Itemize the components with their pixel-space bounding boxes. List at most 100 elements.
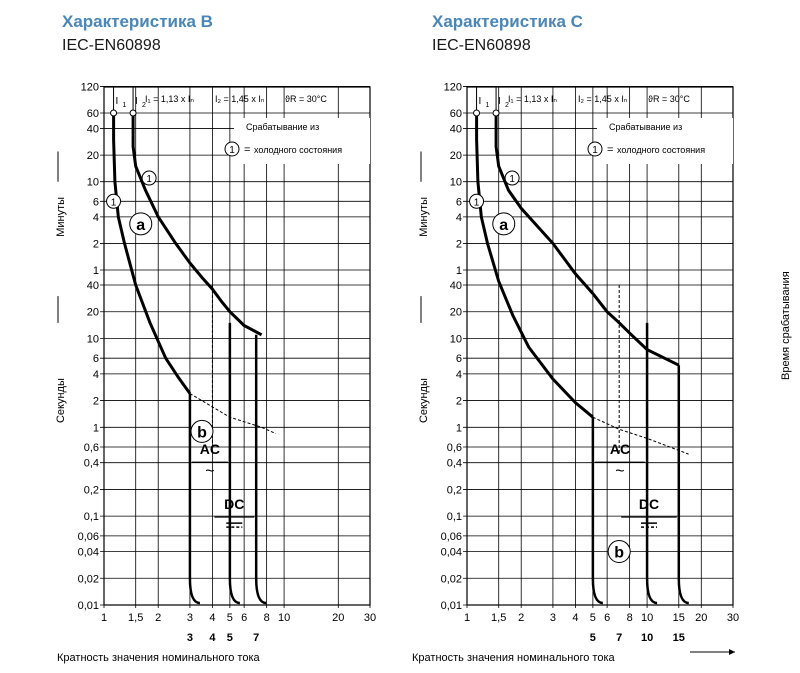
x-bold-tick-label: 5 bbox=[590, 632, 596, 644]
i2-label: I bbox=[498, 96, 501, 107]
i2-dot bbox=[129, 109, 137, 117]
legend-line-1: Срабатывание из bbox=[609, 122, 682, 132]
x-bold-tick-label: 10 bbox=[641, 632, 653, 644]
y-tick-label-sec: 2 bbox=[456, 396, 462, 408]
y-tick-label-sec: 2 bbox=[93, 396, 99, 408]
region-b-circle bbox=[607, 540, 631, 564]
y-tick-label-min: 120 bbox=[81, 81, 99, 93]
y-tick-label-sec: 0,02 bbox=[441, 573, 462, 585]
x-tick-label: 20 bbox=[695, 612, 707, 624]
y-tick-label-sec: 4 bbox=[456, 369, 462, 381]
x-bold-tick-label: 15 bbox=[673, 632, 685, 644]
x-tick-label: 3 bbox=[187, 612, 193, 624]
y-tick-label-sec: 0,6 bbox=[84, 442, 99, 454]
i2-dot bbox=[492, 109, 500, 117]
legend-equals: = bbox=[607, 144, 613, 156]
y-tick-label-sec: 10 bbox=[450, 333, 462, 345]
ac-label: AC bbox=[610, 441, 630, 457]
y-tick-label-sec: 1 bbox=[456, 422, 462, 434]
x-tick-label: 6 bbox=[604, 612, 610, 624]
x-tick-label: 20 bbox=[332, 612, 344, 624]
y-tick-label-min: 40 bbox=[450, 124, 462, 136]
i1-formula: I₁ = 1,13 x Iₙ bbox=[145, 94, 194, 104]
y-tick-label-sec: 0,04 bbox=[441, 547, 462, 559]
x-bold-tick-label: 5 bbox=[227, 632, 233, 644]
i1-label-sub: 1 bbox=[123, 102, 127, 109]
x-tick-label: 1,5 bbox=[491, 612, 506, 624]
y-tick-label-sec: 0,6 bbox=[447, 442, 462, 454]
y-tick-label-sec: 0,2 bbox=[84, 484, 99, 496]
curve-marker bbox=[141, 170, 157, 186]
x-tick-label: 2 bbox=[518, 612, 524, 624]
x-tick-label: 6 bbox=[241, 612, 247, 624]
x-axis-label-c: Кратность значения номинального тока bbox=[412, 652, 615, 664]
curve-dashed bbox=[592, 416, 689, 455]
curve-marker bbox=[469, 193, 485, 209]
y-tick-label-min: 6 bbox=[93, 196, 99, 208]
y-tick-label-min: 1 bbox=[93, 265, 99, 277]
y-tick-label-sec: 10 bbox=[87, 333, 99, 345]
x-tick-label: 30 bbox=[364, 612, 376, 624]
instantaneous-curl bbox=[254, 578, 267, 605]
ac-tilde: ~ bbox=[615, 463, 624, 480]
x-axis-label-b: Кратность значения номинального тока bbox=[57, 652, 260, 664]
y-tick-label-min: 2 bbox=[456, 238, 462, 250]
y-tick-label-min: 20 bbox=[450, 150, 462, 162]
i2-formula: I₂ = 1,45 x Iₙ bbox=[578, 94, 628, 104]
x-tick-label: 5 bbox=[590, 612, 596, 624]
region-b-label: b bbox=[197, 424, 207, 441]
y-tick-label-sec: 0,01 bbox=[78, 600, 99, 612]
curve-marker-label: 1 bbox=[146, 174, 152, 185]
legend-box bbox=[597, 118, 733, 164]
y-tick-label-min: 10 bbox=[87, 177, 99, 189]
i1-dot bbox=[473, 109, 481, 117]
i2-label-sub: 2 bbox=[142, 102, 146, 109]
y-tick-label-sec: 20 bbox=[87, 307, 99, 319]
x-tick-label: 3 bbox=[550, 612, 556, 624]
region-b-label: b bbox=[614, 545, 624, 562]
x-tick-label: 4 bbox=[572, 612, 578, 624]
y-tick-label-sec: 0,01 bbox=[441, 600, 462, 612]
x-tick-label: 30 bbox=[727, 612, 739, 624]
region-a-circle bbox=[129, 212, 153, 236]
temperature-label: ϑR = 30°C bbox=[285, 94, 327, 104]
x-tick-label: 8 bbox=[264, 612, 270, 624]
i2-label-sub: 2 bbox=[505, 102, 509, 109]
y-tick-label-min: 1 bbox=[456, 265, 462, 277]
chart-b-title: Характеристика B bbox=[62, 12, 213, 31]
y-tick-label-sec: 40 bbox=[87, 280, 99, 292]
y-tick-label-sec: 0,06 bbox=[441, 531, 462, 543]
i1-formula: I₁ = 1,13 x Iₙ bbox=[508, 94, 557, 104]
dc-label: DC bbox=[224, 496, 244, 512]
y-tick-label-sec: 0,06 bbox=[78, 531, 99, 543]
i1-label: I bbox=[479, 96, 482, 107]
legend-marker bbox=[587, 141, 603, 157]
dc-label: DC bbox=[639, 496, 659, 512]
i2-label: I bbox=[135, 96, 138, 107]
y-tick-label-min: 4 bbox=[456, 212, 462, 224]
curve-marker-label: 1 bbox=[111, 197, 117, 208]
instantaneous-curl bbox=[188, 578, 201, 605]
curve-marker bbox=[106, 193, 122, 209]
y-tick-label-sec: 1 bbox=[93, 422, 99, 434]
legend-box bbox=[234, 118, 370, 164]
x-bold-tick-label: 7 bbox=[616, 632, 622, 644]
x-tick-label: 5 bbox=[227, 612, 233, 624]
curve-min bbox=[475, 113, 594, 419]
y-tick-label-sec: 20 bbox=[450, 307, 462, 319]
instantaneous-curl bbox=[591, 578, 604, 605]
i1-label: I bbox=[116, 96, 119, 107]
region-a-circle bbox=[492, 212, 516, 236]
curve-marker bbox=[504, 170, 520, 186]
y-tick-label-sec: 6 bbox=[456, 353, 462, 365]
region-a-label: a bbox=[499, 217, 508, 234]
curve-marker-label: 1 bbox=[474, 197, 480, 208]
y-tick-label-sec: 40 bbox=[450, 280, 462, 292]
temperature-label: ϑR = 30°C bbox=[648, 94, 690, 104]
legend-marker-label: 1 bbox=[229, 145, 235, 156]
y-tick-label-sec: 4 bbox=[93, 369, 99, 381]
chart-b-standard: IEC-EN60898 bbox=[62, 37, 161, 54]
y-tick-label-sec: 6 bbox=[93, 353, 99, 365]
x-tick-label: 1 bbox=[464, 612, 470, 624]
